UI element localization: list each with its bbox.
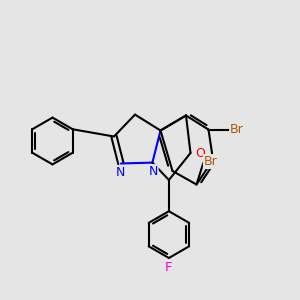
Text: N: N xyxy=(148,165,158,178)
Text: Br: Br xyxy=(230,123,244,136)
Text: Br: Br xyxy=(204,155,218,168)
Text: O: O xyxy=(195,147,205,160)
Text: F: F xyxy=(165,261,173,274)
Text: N: N xyxy=(116,166,126,179)
